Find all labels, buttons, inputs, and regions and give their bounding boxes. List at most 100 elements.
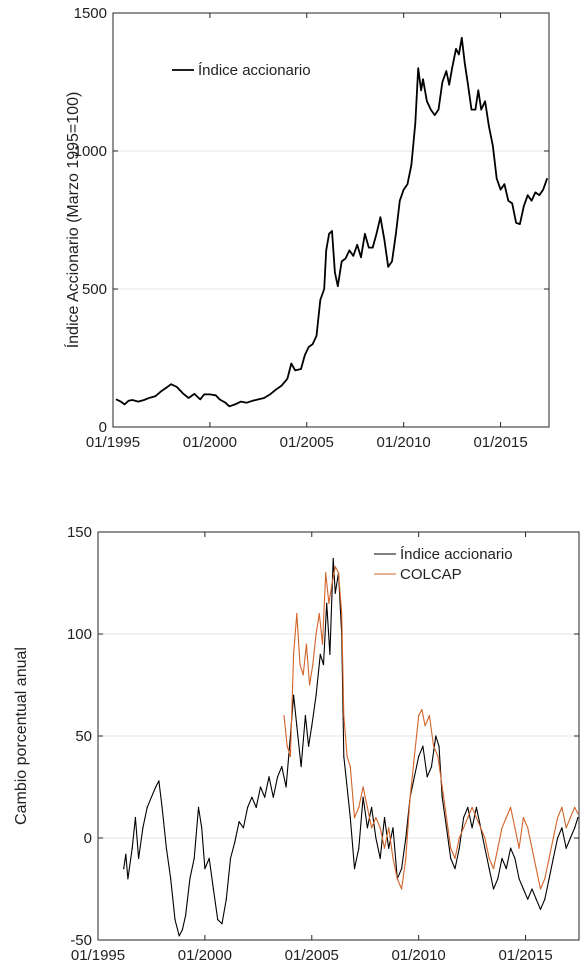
data-point [391,260,393,262]
data-point [304,354,306,356]
data-point [505,817,507,819]
data-point [311,725,313,727]
data-point [497,878,499,880]
data-point [450,857,452,860]
data-point [510,847,512,849]
data-point [368,247,370,249]
data-point [544,898,546,900]
data-point [188,397,190,399]
data-point [341,260,343,262]
data-point [315,633,317,635]
data-point [366,827,368,829]
data-point [574,806,576,809]
data-point [417,67,419,69]
data-point [170,878,172,880]
data-point [403,189,405,191]
data-point [150,796,152,798]
chart-panel-2: -50 0 50 100 150 01/1995 01/2000 01/2005 01/2010… [13,524,580,964]
data-point [531,200,533,202]
data-point [124,403,126,405]
data-point [514,857,516,860]
x-tick-label: 01/1995 [71,947,125,964]
data-point [296,613,298,615]
data-point [304,715,306,717]
data-point [534,191,537,193]
y-tick-label: 100 [67,626,92,643]
data-point [325,249,327,251]
data-point [115,398,117,400]
data-point [346,755,348,758]
data-point [362,786,364,788]
series-line-2 [283,566,579,890]
data-point [212,888,214,890]
data-point [544,878,546,880]
data-point [577,817,579,819]
data-point [409,796,411,798]
data-point [334,592,336,594]
data-point [155,786,157,788]
data-point [312,343,314,345]
y-axis-label: Índice Accionario (Marzo 1995=100) [63,92,82,349]
data-point [323,288,325,290]
data-point [450,847,452,849]
data-point [539,908,542,911]
data-point [166,386,168,388]
data-point [433,745,435,747]
data-point [471,806,473,809]
data-point [535,868,537,870]
data-point [458,53,460,56]
data-point [170,383,172,385]
data-point [201,827,203,829]
data-point [565,827,567,829]
data-point [477,89,479,91]
data-point [470,109,473,111]
data-point [224,402,226,404]
y-tick-label: 150 [67,524,92,541]
data-point [484,837,486,839]
data-point [329,653,331,656]
data-point [405,837,407,839]
data-point [246,402,248,404]
data-point [538,194,540,196]
data-point [467,806,469,809]
data-point [475,817,477,819]
data-point [401,868,403,870]
x-tick-label: 01/2010 [392,947,446,964]
data-point [268,776,270,778]
y-tick-label: 50 [75,728,92,745]
data-point [208,857,210,860]
data-point [341,613,343,615]
data-point [332,557,334,560]
data-point [548,857,550,860]
x-tick-label: 01/2000 [183,434,237,451]
data-point [308,346,310,348]
data-point [209,393,211,395]
data-point [515,222,517,224]
data-point [396,878,398,880]
data-point [492,888,495,890]
data-point [467,817,469,819]
data-point [234,841,236,843]
data-point [193,857,195,860]
data-point [300,766,302,768]
data-point [263,397,265,399]
data-point [302,674,304,676]
data-point [309,684,311,686]
data-point [467,81,469,83]
data-point [511,202,513,204]
data-point [437,755,439,758]
data-point [445,70,447,72]
data-point [331,230,333,232]
data-point [569,837,572,839]
data-point [349,766,351,768]
data-point [281,385,283,387]
data-point [127,878,129,880]
data-point [299,664,301,666]
legend-label: Índice accionario [198,62,311,79]
data-point [420,89,422,91]
data-point [255,806,257,809]
data-point [441,796,443,798]
plot-frame [112,12,550,428]
data-point [312,664,314,666]
data-point [182,392,184,394]
